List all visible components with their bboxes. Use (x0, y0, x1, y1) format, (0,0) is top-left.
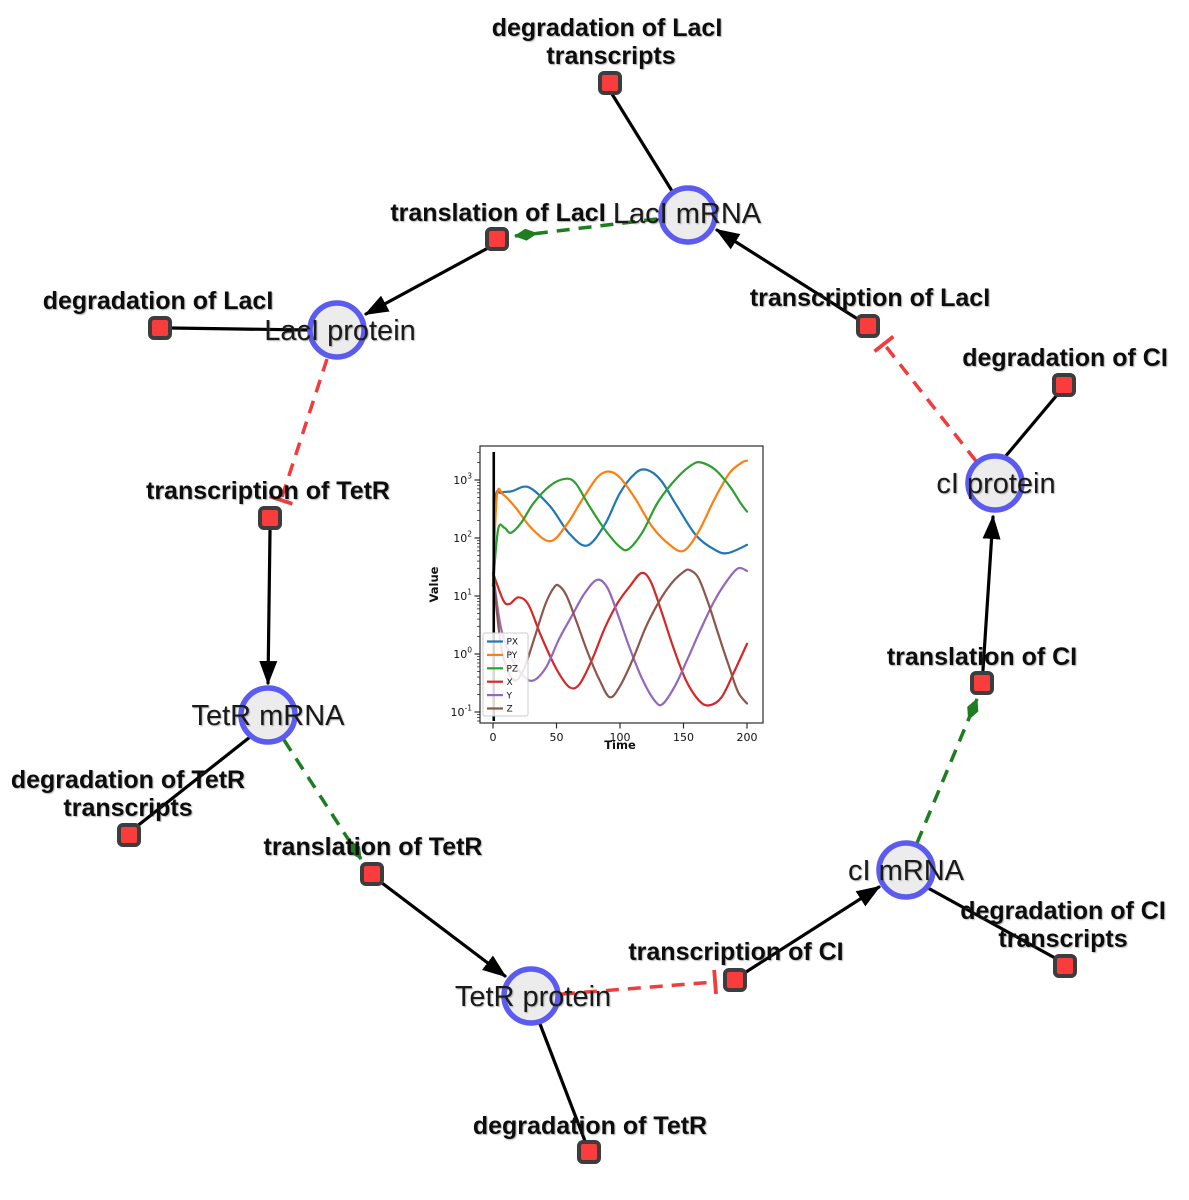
reaction-label-translation-of-ci: translation of CI (887, 643, 1077, 671)
reaction-label-degradation-of-tetr: degradation of TetR (473, 1112, 707, 1140)
edge-ciprotein-inhibits-transcription-laci (873, 335, 978, 463)
series-X-curve (491, 571, 749, 707)
reaction-node-degradation-of-tetr-transcripts[interactable] (117, 823, 141, 847)
x-tick-label: 0 (490, 731, 497, 744)
x-tick-label: 200 (737, 731, 758, 744)
edge-laciprotein-degradation (169, 326, 311, 332)
species-node-ci-protein[interactable] (965, 453, 1025, 513)
edge-ciprotein-degradation (1003, 393, 1059, 459)
species-label-laci-protein: LacI protein (264, 315, 416, 347)
species-label-tetr-mrna: TetR mRNA (191, 700, 345, 732)
reaction-label-translation-of-tetr: translation of TetR (264, 833, 483, 861)
reaction-node-degradation-of-laci-transcripts[interactable] (598, 71, 622, 95)
edge-tetrmrna-modifies-translation (282, 739, 363, 860)
x-tick-label: 50 (550, 731, 564, 744)
x-tick-label: 150 (673, 731, 694, 744)
y-tick-label: 103 (453, 472, 472, 488)
reaction-node-translation-of-tetr[interactable] (360, 862, 384, 886)
reaction-label-transcription-of-tetr: transcription of TetR (146, 477, 390, 505)
edge-lacimrna-modifies-translation (514, 217, 658, 241)
reaction-label-degradation-of-laci-transcripts-1: degradation of LacI (492, 14, 723, 42)
reaction-node-degradation-of-ci[interactable] (1052, 373, 1076, 397)
species-node-tetr-mrna[interactable] (238, 685, 298, 745)
legend-label-X: X (507, 678, 513, 688)
legend-box (482, 632, 529, 717)
reaction-node-translation-of-laci[interactable] (485, 227, 509, 251)
plot-border (479, 445, 764, 724)
reaction-label-transcription-of-ci: transcription of CI (628, 938, 843, 966)
reaction-label-degradation-of-ci: degradation of CI (962, 344, 1168, 372)
edge-tetrprotein-inhibits-transcription-ci (561, 969, 718, 996)
reaction-node-translation-of-ci[interactable] (970, 671, 994, 695)
reaction-node-transcription-of-tetr[interactable] (258, 506, 282, 530)
edge-cimrna-modifies-translation (915, 698, 979, 844)
species-label-ci-protein: cI protein (936, 468, 1055, 500)
edge-translation-ci-to-protein (981, 515, 1001, 672)
edge-lacimrna-degradation (610, 92, 674, 193)
edge-transcription-laci-to-mrna (715, 228, 858, 320)
simulation-plot: 0 50 100 150 200 10-1 100 101 102 103 Time Value PX P… (427, 445, 764, 752)
edge-transcription-tetr-to-mrna (259, 529, 278, 685)
reaction-node-transcription-of-ci[interactable] (723, 968, 747, 992)
reaction-label-degradation-of-laci-transcripts-2: transcripts (546, 42, 675, 70)
y-tick-label: 102 (453, 530, 472, 546)
reaction-label-degradation-of-tetr-transcripts-2: transcripts (63, 794, 192, 822)
y-tick-label: 101 (453, 588, 472, 604)
reaction-node-transcription-of-laci[interactable] (856, 314, 880, 338)
reaction-label-degradation-of-tetr-transcripts-1: degradation of TetR (11, 766, 245, 794)
edge-translation-tetr-to-protein (380, 881, 507, 978)
x-tick-label: 100 (610, 731, 631, 744)
series-PZ-curve (491, 461, 749, 587)
species-label-ci-mrna: cI mRNA (848, 855, 965, 887)
species-label-tetr-protein: TetR protein (455, 981, 611, 1013)
legend-label-PY: PY (507, 651, 518, 661)
reaction-label-degradation-of-laci: degradation of LacI (43, 287, 274, 315)
reaction-label-degradation-of-ci-transcripts-2: transcripts (998, 925, 1127, 953)
edge-laciprotein-inhibits-transcription-tetr (268, 358, 329, 506)
reaction-label-translation-of-laci: translation of LacI (390, 199, 605, 227)
edge-tetrmrna-degradation (134, 735, 252, 829)
y-tick-label: 10-1 (451, 704, 473, 720)
x-axis-label: Time (604, 738, 636, 752)
species-label-laci-mrna: LacI mRNA (613, 198, 762, 230)
species-node-laci-protein[interactable] (307, 300, 367, 360)
reaction-label-transcription-of-laci: transcription of LacI (750, 284, 990, 312)
edge-cimrna-degradation (926, 886, 1057, 960)
legend-label-PZ: PZ (507, 665, 519, 675)
species-node-ci-mrna[interactable] (876, 840, 936, 900)
y-tick-label: 100 (453, 646, 472, 662)
species-node-laci-mrna[interactable] (658, 185, 718, 245)
edge-translation-laci-to-protein (364, 246, 490, 316)
y-axis-label: Value (427, 566, 441, 602)
reaction-node-degradation-of-laci[interactable] (148, 316, 172, 340)
series-Y-curve (491, 566, 749, 707)
reaction-node-degradation-of-ci-transcripts[interactable] (1053, 954, 1077, 978)
series-PX-curve (491, 468, 749, 587)
legend-label-Y: Y (506, 691, 513, 701)
edge-tetrprotein-degradation (538, 1022, 587, 1143)
legend-label-PX: PX (507, 638, 519, 648)
series-Z-curve (491, 568, 749, 705)
legend-label-Z: Z (507, 705, 513, 715)
reaction-node-degradation-of-tetr[interactable] (577, 1140, 601, 1164)
species-node-tetr-protein[interactable] (501, 966, 561, 1026)
reaction-label-degradation-of-ci-transcripts-1: degradation of CI (960, 897, 1166, 925)
edge-transcription-ci-to-mrna (744, 885, 881, 974)
series-PY-curve (491, 459, 749, 587)
